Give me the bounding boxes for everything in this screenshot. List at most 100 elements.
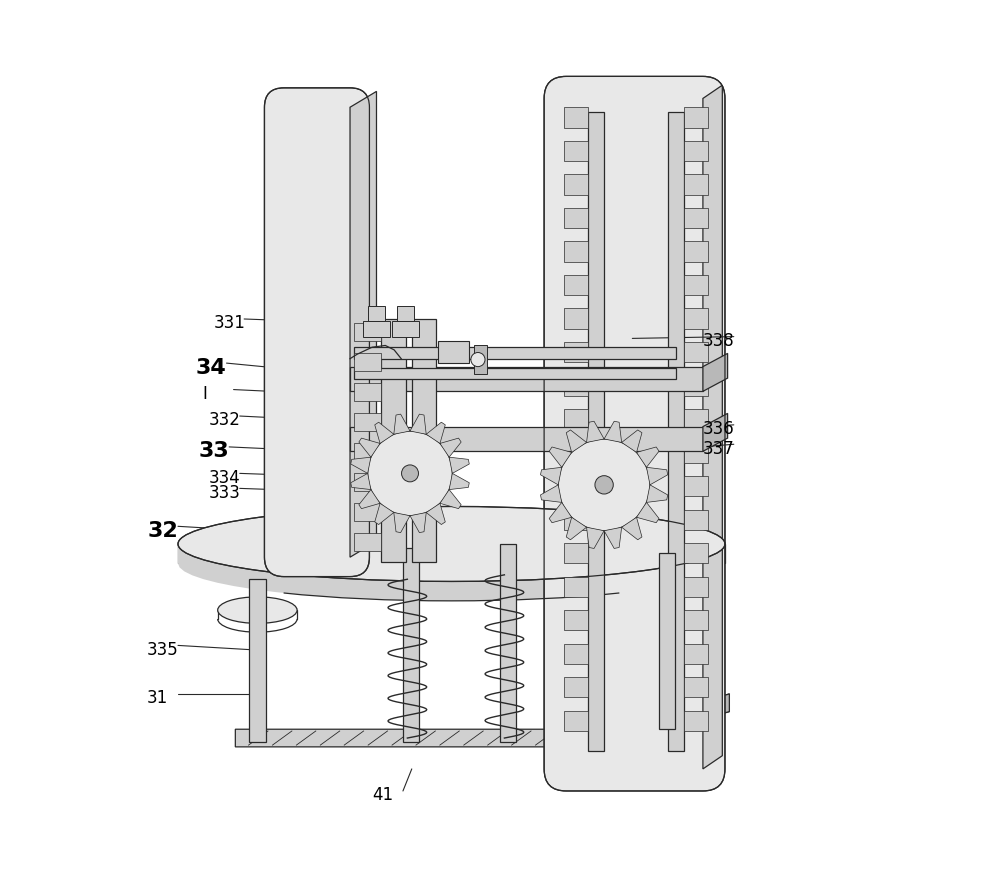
Polygon shape [564, 275, 588, 296]
Polygon shape [564, 242, 588, 262]
Polygon shape [350, 91, 376, 558]
Polygon shape [646, 467, 668, 485]
Polygon shape [440, 438, 461, 458]
Polygon shape [622, 430, 642, 452]
Polygon shape [235, 694, 729, 747]
Polygon shape [438, 341, 469, 363]
Ellipse shape [218, 596, 297, 623]
Polygon shape [540, 467, 562, 485]
Polygon shape [564, 711, 588, 731]
Text: 41: 41 [372, 787, 393, 804]
Text: 33: 33 [198, 442, 229, 461]
Polygon shape [684, 510, 708, 530]
Polygon shape [564, 107, 588, 127]
Polygon shape [564, 476, 588, 496]
Circle shape [402, 465, 418, 481]
Polygon shape [637, 503, 659, 523]
Polygon shape [622, 518, 642, 540]
Polygon shape [354, 413, 381, 431]
Polygon shape [684, 543, 708, 564]
Polygon shape [684, 677, 708, 697]
Polygon shape [684, 476, 708, 496]
Polygon shape [564, 577, 588, 596]
Polygon shape [354, 443, 381, 461]
Polygon shape [684, 174, 708, 195]
Ellipse shape [178, 506, 725, 581]
Text: 332: 332 [209, 412, 241, 429]
Polygon shape [703, 85, 722, 769]
Polygon shape [587, 527, 604, 549]
Polygon shape [426, 504, 445, 525]
Polygon shape [564, 208, 588, 228]
Polygon shape [449, 458, 469, 473]
Polygon shape [646, 485, 668, 503]
Polygon shape [606, 694, 729, 747]
Polygon shape [566, 518, 587, 540]
Polygon shape [440, 489, 461, 509]
Polygon shape [604, 421, 622, 442]
Polygon shape [540, 485, 562, 503]
Text: 31: 31 [147, 689, 168, 707]
Polygon shape [684, 275, 708, 296]
Polygon shape [394, 414, 410, 435]
Polygon shape [410, 512, 426, 533]
Polygon shape [564, 510, 588, 530]
Text: 337: 337 [703, 440, 735, 458]
Polygon shape [392, 320, 419, 336]
Polygon shape [410, 414, 426, 435]
Text: 334: 334 [209, 469, 241, 487]
Polygon shape [354, 473, 381, 491]
Polygon shape [359, 489, 380, 509]
Text: 34: 34 [196, 358, 226, 378]
Polygon shape [449, 473, 469, 489]
Polygon shape [397, 305, 414, 320]
Polygon shape [474, 345, 487, 373]
Polygon shape [412, 319, 436, 562]
Polygon shape [564, 677, 588, 697]
Polygon shape [637, 447, 659, 467]
Polygon shape [564, 308, 588, 328]
Text: 335: 335 [147, 641, 179, 658]
Polygon shape [564, 141, 588, 161]
Polygon shape [684, 141, 708, 161]
Text: 331: 331 [213, 314, 245, 333]
Polygon shape [588, 112, 604, 751]
Polygon shape [426, 422, 445, 443]
Polygon shape [564, 610, 588, 630]
Circle shape [595, 475, 613, 494]
Polygon shape [403, 549, 419, 743]
Polygon shape [703, 413, 728, 451]
Polygon shape [363, 320, 390, 336]
Polygon shape [684, 442, 708, 463]
Polygon shape [368, 305, 385, 320]
Polygon shape [564, 442, 588, 463]
Polygon shape [684, 409, 708, 429]
Polygon shape [604, 527, 622, 549]
Polygon shape [354, 383, 381, 401]
Circle shape [471, 352, 485, 366]
Polygon shape [500, 544, 516, 743]
Polygon shape [564, 409, 588, 429]
Polygon shape [684, 577, 708, 596]
Polygon shape [587, 421, 604, 442]
Text: 32: 32 [147, 520, 178, 541]
Polygon shape [394, 512, 410, 533]
Polygon shape [178, 544, 725, 601]
Polygon shape [354, 353, 381, 371]
Polygon shape [684, 711, 708, 731]
Polygon shape [249, 580, 266, 743]
Polygon shape [351, 473, 371, 489]
Polygon shape [564, 174, 588, 195]
Polygon shape [668, 112, 684, 751]
Polygon shape [354, 504, 381, 521]
Polygon shape [564, 375, 588, 396]
FancyBboxPatch shape [264, 88, 369, 577]
Polygon shape [375, 504, 394, 525]
Polygon shape [566, 430, 587, 452]
Polygon shape [684, 308, 708, 328]
Polygon shape [684, 375, 708, 396]
Polygon shape [659, 553, 675, 729]
Polygon shape [359, 438, 380, 458]
Polygon shape [564, 543, 588, 564]
Polygon shape [684, 208, 708, 228]
